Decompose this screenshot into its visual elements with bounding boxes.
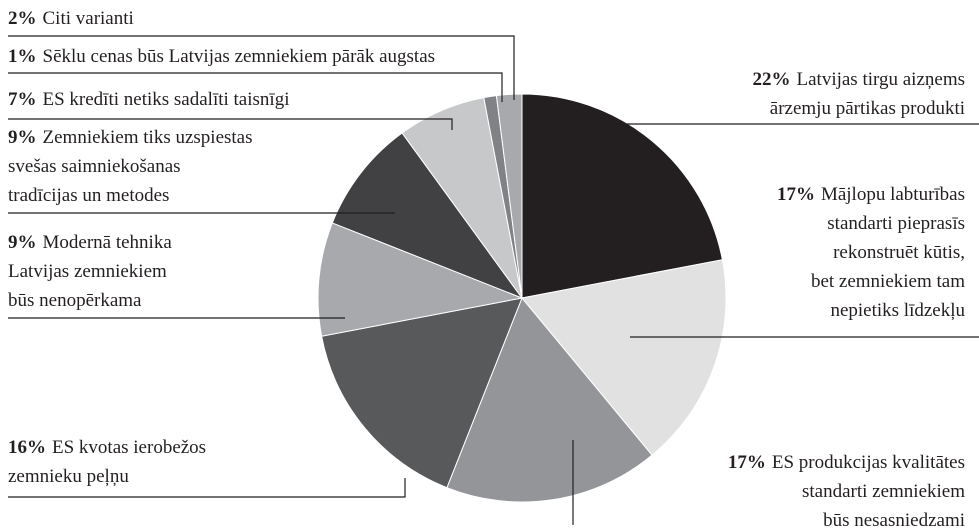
slice-label: svešas saimniekošanas: [8, 156, 181, 177]
leader-line: [8, 478, 406, 498]
slice-label: 9% Modernā tehnika: [8, 232, 172, 253]
slice-label: 22% Latvijas tirgu aizņems: [753, 69, 966, 90]
slice-label: 17% Mājlopu labturības: [777, 184, 965, 205]
slice-label: nepietiks līdzekļu: [830, 300, 965, 321]
category-label: Latvijas zemniekiem: [8, 261, 167, 282]
slice-label: būs nenopērkama: [8, 290, 142, 311]
slice-label: 16% ES kvotas ierobežos: [8, 437, 206, 458]
value-label: 17%: [777, 184, 815, 205]
leader-line: [599, 123, 979, 140]
category-label: būs nesasniedzami: [823, 510, 965, 531]
category-label: Zemniekiem tiks uzspiestas: [43, 127, 253, 148]
category-label: Citi varianti: [43, 8, 134, 29]
slice-label: 1% Sēklu cenas būs Latvijas zemniekiem pā…: [8, 46, 435, 67]
pie-slice: [317, 222, 524, 337]
slice-label: 2% Citi varianti: [8, 8, 134, 29]
value-label: 7%: [8, 89, 37, 110]
value-label: 9%: [8, 127, 37, 148]
category-label: Modernā tehnika: [43, 232, 173, 253]
slice-label: rekonstruēt kūtis,: [833, 242, 965, 263]
category-label: Latvijas tirgu aizņems: [797, 69, 966, 90]
category-label: standarti zemniekiem: [802, 481, 965, 502]
slice-label: standarti pieprasīs: [827, 213, 965, 234]
category-label: ES kredīti netiks sadalīti taisnīgi: [43, 89, 290, 110]
category-label: bet zemniekiem tam: [811, 271, 965, 292]
category-label: ārzemju pārtikas produkti: [770, 98, 965, 119]
slice-label: ārzemju pārtikas produkti: [770, 98, 965, 119]
pie-slice: [495, 93, 523, 299]
pie-slice: [331, 132, 524, 300]
category-label: būs nenopērkama: [8, 290, 142, 311]
category-label: ES kvotas ierobežos: [52, 437, 206, 458]
value-label: 17%: [728, 452, 766, 473]
slice-label: būs nesasniedzami: [823, 510, 965, 531]
leader-line: [8, 35, 515, 100]
category-label: zemnieku peļņu: [8, 466, 129, 487]
slice-label: tradīcijas un metodes: [8, 185, 169, 206]
pie-slice: [446, 297, 653, 503]
value-label: 2%: [8, 8, 37, 29]
slice-label: standarti zemniekiem: [802, 481, 965, 502]
category-label: tradīcijas un metodes: [8, 185, 169, 206]
leader-line: [8, 72, 503, 102]
value-label: 1%: [8, 46, 37, 67]
slice-label: bet zemniekiem tam: [811, 271, 965, 292]
value-label: 9%: [8, 232, 37, 253]
category-label: standarti pieprasīs: [827, 213, 965, 234]
category-label: svešas saimniekošanas: [8, 156, 181, 177]
leader-line: [8, 118, 453, 130]
pie-slice: [521, 259, 727, 456]
slice-label: 7% ES kredīti netiks sadalīti taisnīgi: [8, 89, 289, 110]
category-label: Mājlopu labturības: [821, 184, 965, 205]
value-label: 16%: [8, 437, 46, 458]
slice-label: Latvijas zemniekiem: [8, 261, 167, 282]
pie-slice: [321, 297, 523, 489]
value-label: 22%: [753, 69, 791, 90]
slice-label: 9% Zemniekiem tiks uzspiestas: [8, 127, 253, 148]
category-label: ES produkcijas kvalitātes: [772, 452, 965, 473]
category-label: rekonstruēt kūtis,: [833, 242, 965, 263]
pie-slice: [521, 93, 723, 299]
slice-label: zemnieku peļņu: [8, 466, 129, 487]
category-label: Sēklu cenas būs Latvijas zemniekiem pārā…: [43, 46, 436, 67]
category-label: nepietiks līdzekļu: [830, 300, 965, 321]
slice-label: 17% ES produkcijas kvalitātes: [728, 452, 965, 473]
